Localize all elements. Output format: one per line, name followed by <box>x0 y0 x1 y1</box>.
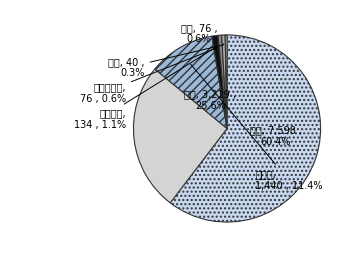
Wedge shape <box>212 35 227 128</box>
Text: 施設等機関,
76 , 0.6%: 施設等機関, 76 , 0.6% <box>80 48 218 104</box>
Text: その他,
1,440 , 11.4%: その他, 1,440 , 11.4% <box>191 64 323 191</box>
Text: 独法, 3,219 ,
25.6%: 独法, 3,219 , 25.6% <box>184 90 236 111</box>
Wedge shape <box>225 35 227 128</box>
Text: 公立, 40 ,
0.3%: 公立, 40 , 0.3% <box>108 45 224 78</box>
Text: 大学, 7,598 ,
60.4%: 大学, 7,598 , 60.4% <box>250 125 302 147</box>
Wedge shape <box>155 36 227 128</box>
Wedge shape <box>133 69 227 203</box>
Wedge shape <box>222 35 227 128</box>
Wedge shape <box>218 35 227 128</box>
Text: 民間, 76 ,
0.6%: 民間, 76 , 0.6% <box>181 23 224 44</box>
Text: 公益法人,
134 , 1.1%: 公益法人, 134 , 1.1% <box>74 48 214 130</box>
Wedge shape <box>170 35 321 222</box>
